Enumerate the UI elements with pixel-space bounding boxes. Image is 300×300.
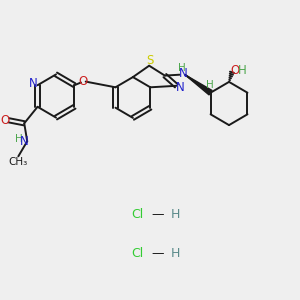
Text: H: H — [178, 63, 186, 73]
Text: S: S — [146, 54, 154, 67]
Polygon shape — [185, 75, 212, 95]
Text: O: O — [79, 75, 88, 88]
Text: H: H — [15, 134, 23, 144]
Text: CH₃: CH₃ — [9, 157, 28, 167]
Text: O: O — [230, 64, 240, 77]
Text: H: H — [171, 208, 181, 221]
Text: H: H — [238, 64, 247, 77]
Text: N: N — [176, 81, 184, 94]
Text: N: N — [28, 77, 37, 91]
Text: H: H — [171, 247, 181, 260]
Text: N: N — [20, 135, 28, 148]
Text: N: N — [179, 67, 188, 80]
Text: —: — — [152, 208, 164, 221]
Text: H: H — [206, 80, 213, 90]
Text: Cl: Cl — [131, 247, 143, 260]
Text: —: — — [152, 247, 164, 260]
Text: Cl: Cl — [131, 208, 143, 221]
Text: O: O — [0, 114, 9, 127]
